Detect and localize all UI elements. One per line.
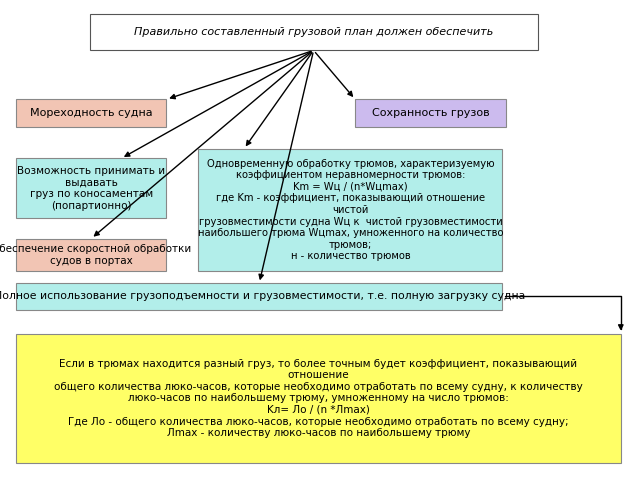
Text: Мореходность судна: Мореходность судна [30, 108, 152, 118]
Text: Если в трюмах находится разный груз, то более точным будет коэффициент, показыва: Если в трюмах находится разный груз, то … [54, 359, 583, 438]
Text: Правильно составленный грузовой план должен обеспечить: Правильно составленный грузовой план дол… [134, 27, 493, 37]
FancyBboxPatch shape [16, 239, 166, 271]
FancyBboxPatch shape [90, 14, 538, 50]
FancyBboxPatch shape [16, 283, 502, 310]
FancyBboxPatch shape [16, 158, 166, 218]
Text: Полное использование грузоподъемности и грузовместимости, т.е. полную загрузку с: Полное использование грузоподъемности и … [0, 291, 525, 301]
Text: Возможность принимать и
выдавать
груз по коносаментам
(попартионно): Возможность принимать и выдавать груз по… [17, 166, 165, 211]
FancyBboxPatch shape [16, 99, 166, 127]
Text: Одновременную обработку трюмов, характеризуемую
коэффициентом неравномерности тр: Одновременную обработку трюмов, характер… [198, 158, 503, 262]
Text: Сохранность грузов: Сохранность грузов [372, 108, 489, 118]
FancyBboxPatch shape [16, 334, 621, 463]
Text: Обеспечение скоростной обработки
судов в портах: Обеспечение скоростной обработки судов в… [0, 244, 191, 266]
FancyBboxPatch shape [355, 99, 506, 127]
FancyBboxPatch shape [198, 149, 502, 271]
